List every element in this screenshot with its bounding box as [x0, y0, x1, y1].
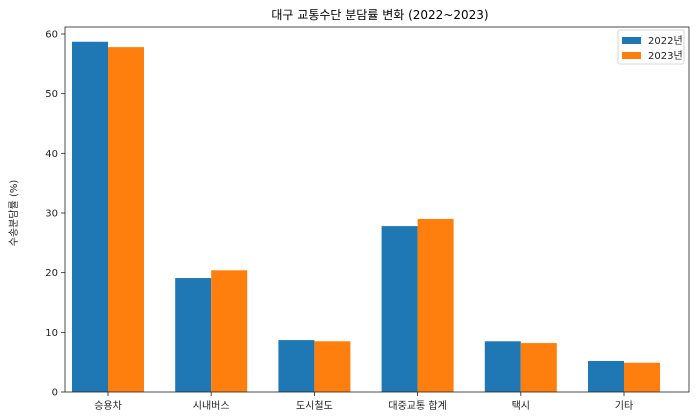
y-tick-label: 30 [45, 209, 58, 220]
y-axis-label: 수송분담률 (%) [8, 180, 20, 247]
x-tick-label: 시내버스 [193, 400, 230, 412]
bar-2022 [484, 341, 521, 392]
bar-2023 [108, 47, 144, 392]
plot-area: 승용차 시내버스 도시철도 대중교통 합계 택시 기타 0 10 20 30 40 50 60 [45, 26, 690, 412]
y-tick-label: 20 [45, 268, 58, 279]
bar-2023 [624, 362, 660, 392]
bar-2023 [417, 218, 454, 392]
legend-swatch [622, 52, 641, 59]
y-tick-label: 50 [45, 89, 58, 100]
x-tick-label: 대중교통 합계 [388, 400, 446, 412]
bar-2022 [381, 226, 418, 392]
legend-label: 2023년 [648, 50, 683, 62]
chart-title: 대구 교통수단 분담률 변화 (2022~2023) [271, 8, 488, 22]
x-tick-label: 택시 [512, 400, 530, 412]
legend-label: 2022년 [648, 35, 683, 47]
x-tick-label: 기타 [615, 400, 633, 412]
y-tick-label: 60 [45, 30, 58, 41]
bar-2023 [520, 343, 557, 392]
bar-2022 [72, 41, 108, 393]
bar-2022 [175, 278, 212, 392]
bar-2022 [278, 340, 315, 392]
x-tick-label: 도시철도 [296, 400, 333, 412]
bar-2022 [588, 360, 624, 392]
axes-frame [64, 26, 690, 393]
bar-2023 [314, 341, 351, 392]
y-tick-label: 10 [45, 328, 58, 339]
bar-2023 [211, 270, 248, 392]
legend-swatch [622, 37, 641, 44]
x-tick-label: 승용차 [94, 400, 122, 412]
y-tick-label: 0 [52, 388, 58, 399]
y-tick-label: 40 [45, 149, 58, 160]
legend: 2022년 2023년 [617, 29, 685, 65]
